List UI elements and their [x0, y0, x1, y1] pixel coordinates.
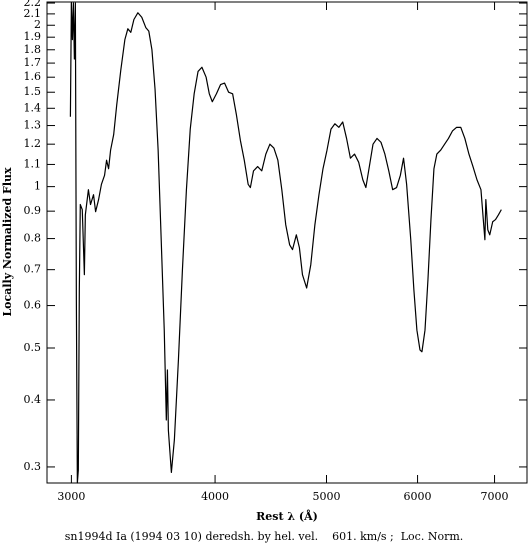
y-tick-label: 2	[34, 18, 41, 31]
y-tick-label: 1.9	[24, 30, 42, 43]
y-axis-label: Locally Normalized Flux	[1, 167, 14, 317]
y-tick-label: 1.3	[24, 119, 42, 132]
y-tick-label: 2.1	[24, 7, 42, 20]
y-tick-label: 2.2	[24, 0, 42, 9]
y-tick-label: 1.6	[24, 70, 42, 83]
plot-frame	[46, 1, 528, 484]
y-tick-label: 1.5	[24, 85, 42, 98]
y-tick-label: 1.8	[24, 43, 42, 56]
y-tick-label: 0.7	[24, 263, 42, 276]
spectrum-line	[69, 2, 502, 484]
caption: sn1994d Ia (1994 03 10) deredsh. by hel.…	[65, 530, 464, 543]
x-axis-label: Rest λ (Å)	[256, 509, 318, 523]
x-tick-label: 5000	[313, 490, 341, 503]
y-tick-label: 0.6	[24, 299, 42, 312]
y-tick-label: 1	[34, 180, 41, 193]
y-tick-label: 0.8	[24, 232, 42, 245]
y-tick-label: 0.4	[24, 393, 42, 406]
x-tick-label: 3000	[57, 490, 85, 503]
x-tick-label: 4000	[201, 490, 229, 503]
x-tick-label: 6000	[404, 490, 432, 503]
y-tick-label: 0.3	[24, 460, 42, 473]
y-tick-label: 0.9	[24, 204, 42, 217]
y-tick-label: 1.4	[24, 101, 42, 114]
y-tick-label: 1.7	[24, 56, 42, 69]
y-tick-label: 1.2	[24, 137, 42, 150]
y-tick-label: 1.1	[24, 157, 42, 170]
y-tick-label: 0.5	[24, 341, 42, 354]
x-tick-label: 7000	[481, 490, 509, 503]
